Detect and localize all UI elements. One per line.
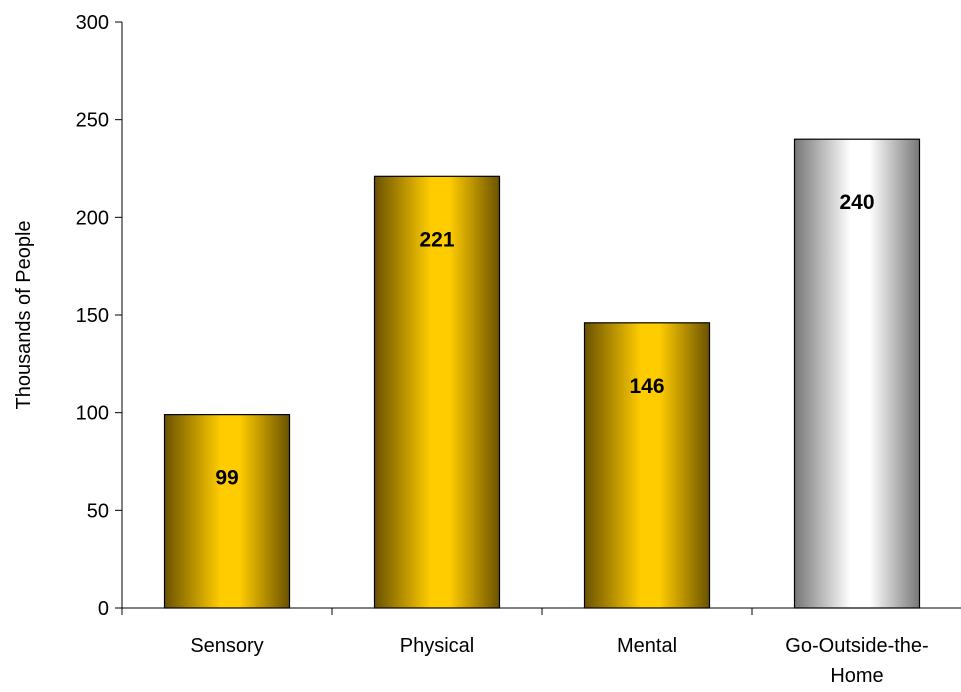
bars [163, 138, 921, 609]
y-axis-label: Thousands of People [13, 220, 35, 409]
x-axis-labels: Sensory Physical Mental Go-Outside-the-Home [190, 635, 928, 687]
x-axis [121, 608, 753, 615]
y-tick-label: 100 [76, 403, 109, 425]
y-tick-label: 0 [98, 598, 109, 620]
data-label: 240 [839, 191, 874, 214]
data-label: 146 [629, 375, 664, 398]
y-tick-label: 50 [87, 500, 109, 522]
category-label: Physical [400, 635, 474, 657]
data-label: 221 [419, 228, 454, 251]
category-label: Go-Outside-the-Home [785, 635, 928, 687]
y-tick-label: 200 [76, 207, 109, 229]
bar-sensory [163, 414, 291, 609]
y-tick-label: 150 [76, 305, 109, 327]
y-axis: 0 50 100 150 200 250 300 [76, 12, 122, 620]
data-label: 99 [215, 467, 238, 490]
data-labels: 99 221 146 240 [215, 191, 874, 489]
category-label: Sensory [190, 635, 263, 657]
y-tick-label: 250 [76, 110, 109, 132]
category-label: Mental [617, 635, 677, 657]
y-tick-label: 300 [76, 12, 109, 34]
bar-go-outside-the-home [793, 138, 921, 609]
bar-mental [583, 322, 711, 609]
